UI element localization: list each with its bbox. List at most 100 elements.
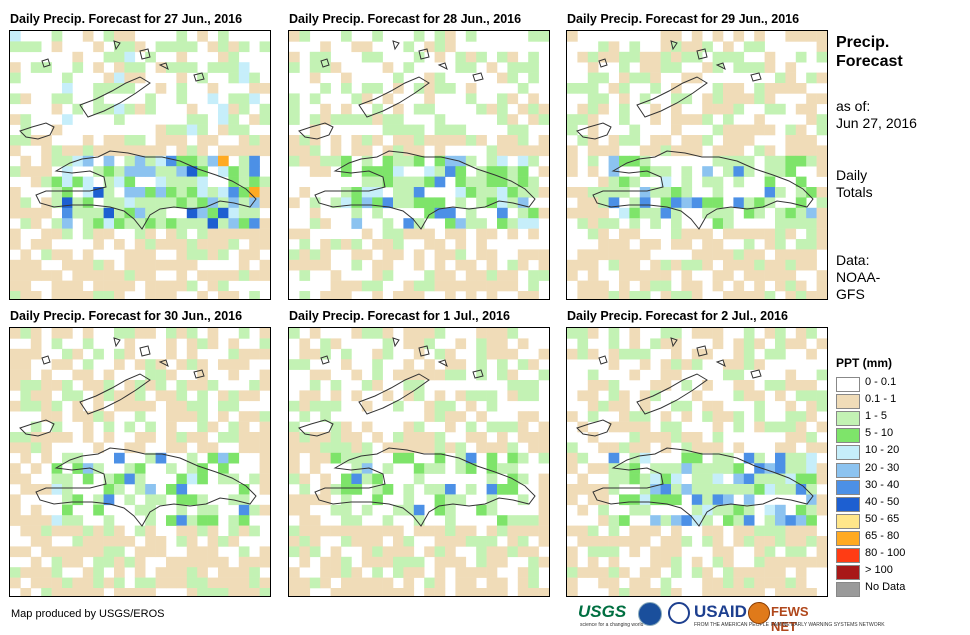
precip-cell (134, 577, 146, 589)
precip-cell (733, 504, 745, 516)
precip-cell (816, 463, 827, 474)
precip-cell (10, 114, 21, 125)
precip-cell (671, 525, 682, 537)
precip-cell (62, 452, 73, 464)
precip-cell (134, 62, 146, 73)
precip-cell (176, 31, 188, 42)
precip-cell (197, 567, 208, 578)
precip-grid (567, 328, 827, 596)
precip-cell (785, 228, 797, 240)
precip-cell (476, 442, 487, 454)
panel-title: Daily Precip. Forecast for 1 Jul., 2016 (289, 309, 510, 323)
precip-cell (785, 83, 797, 94)
precip-cell (497, 135, 508, 146)
precip-cell (114, 390, 125, 402)
precip-cell (629, 218, 641, 229)
precip-cell (497, 218, 508, 229)
precip-cell (517, 291, 529, 299)
precip-cell (445, 515, 456, 526)
precip-cell (816, 197, 827, 209)
precip-cell (341, 166, 352, 177)
precip-cell (681, 432, 693, 443)
precip-cell (517, 359, 529, 370)
precip-cell (320, 411, 331, 422)
precip-cell (259, 452, 270, 464)
precip-cell (20, 473, 32, 485)
precip-cell (30, 166, 42, 177)
precip-cell (62, 556, 73, 568)
precip-cell (567, 452, 578, 464)
precip-cell (445, 291, 456, 299)
precip-cell (445, 83, 456, 94)
fews-net-logo: FEWS NET (771, 604, 809, 634)
precip-cell (608, 291, 620, 299)
precip-cell (486, 546, 498, 558)
precip-cell (218, 218, 229, 229)
precip-cell (218, 155, 229, 167)
precip-cell (587, 114, 599, 125)
precip-cell (41, 577, 52, 589)
precip-cell (743, 239, 755, 250)
precip-cell (629, 135, 641, 146)
precip-cell (497, 72, 508, 84)
precip-cell (103, 421, 115, 433)
precip-cell (712, 432, 724, 443)
precip-cell (10, 207, 21, 219)
precip-cell (608, 556, 620, 568)
precip-cell (671, 546, 682, 558)
precip-cell (228, 577, 240, 589)
precip-cell (629, 249, 641, 261)
precip-cell (639, 577, 651, 589)
precip-cell (743, 348, 755, 360)
precip-cell (114, 588, 125, 596)
precip-cell (351, 145, 363, 157)
precip-cell (186, 452, 198, 464)
precip-cell (62, 515, 73, 526)
precip-cell (403, 484, 415, 495)
precip-cell (62, 155, 73, 167)
precip-cell (249, 525, 260, 537)
precip-cell (639, 536, 651, 547)
precip-cell (413, 135, 425, 146)
precip-cell (72, 155, 84, 167)
precip-cell (681, 463, 693, 474)
precip-cell (629, 176, 641, 188)
precip-cell (517, 62, 529, 73)
precip-cell (155, 218, 167, 229)
precip-cell (361, 473, 373, 485)
precip-cell (577, 473, 589, 485)
precip-cell (114, 270, 125, 281)
precip-cell (445, 504, 456, 516)
precip-cell (155, 546, 167, 558)
precip-cell (476, 390, 487, 402)
precip-cell (351, 207, 363, 219)
precip-cell (413, 525, 425, 537)
precip-cell (218, 51, 229, 63)
precip-cell (528, 588, 539, 596)
precip-cell (743, 207, 755, 219)
precip-cell (702, 197, 713, 209)
precip-cell (434, 124, 446, 136)
precip-cell (764, 463, 776, 474)
precip-cell (10, 135, 21, 146)
precip-cell (20, 291, 32, 299)
precip-cell (712, 338, 724, 350)
precip-cell (775, 187, 786, 198)
precip-cell (228, 207, 240, 219)
precip-cell (51, 359, 63, 370)
precip-cell (413, 259, 425, 271)
precip-cell (114, 452, 125, 464)
precip-cell (733, 463, 745, 474)
precip-cell (82, 536, 94, 547)
precip-cell (145, 536, 156, 547)
precip-cell (207, 328, 219, 339)
precip-cell (445, 411, 456, 422)
precip-cell (361, 577, 373, 589)
precip-cell (249, 239, 260, 250)
precip-cell (671, 124, 682, 136)
precip-cell (650, 280, 661, 292)
precip-cell (341, 484, 352, 495)
precip-cell (72, 577, 84, 589)
precip-cell (134, 197, 146, 209)
precip-cell (134, 166, 146, 177)
